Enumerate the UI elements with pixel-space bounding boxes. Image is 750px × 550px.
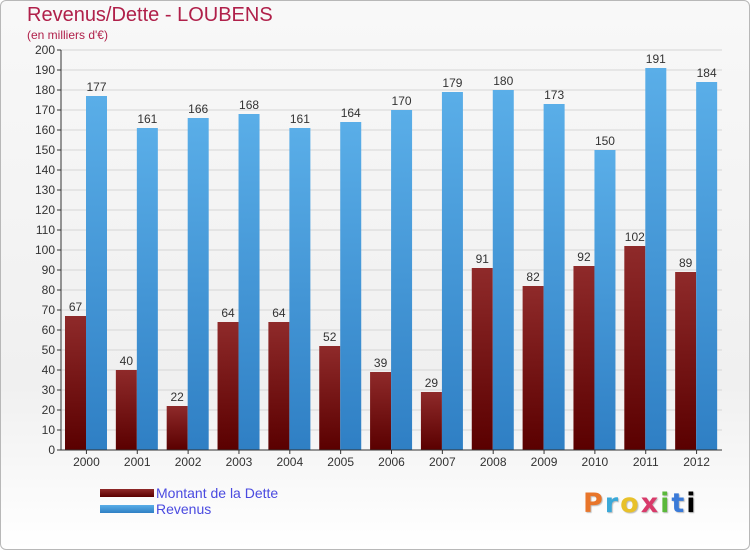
y-tick-label: 190 [35,63,55,77]
data-label-revenus: 191 [646,52,666,66]
y-tick-label: 150 [35,143,55,157]
legend-swatch-revenus [100,505,154,513]
bar-dette [573,266,595,450]
legend-label-revenus: Revenus [156,501,212,517]
bar-revenus [645,68,667,450]
data-label-revenus: 170 [392,94,412,108]
bar-dette [370,372,392,450]
x-tick-label: 2007 [429,455,456,469]
x-tick-label: 2011 [633,455,659,469]
data-label-dette: 29 [425,376,439,390]
y-tick-label: 130 [35,183,55,197]
data-label-dette: 67 [69,300,83,314]
data-label-dette: 22 [171,390,185,404]
x-tick-label: 2005 [327,455,354,469]
x-tick-label: 2003 [226,455,253,469]
x-tick-label: 2010 [582,455,609,469]
y-tick-label: 20 [42,403,56,417]
proxiti-logo: Proxiti [583,488,698,519]
legend-swatch-dette [100,489,154,497]
data-label-revenus: 161 [290,112,310,126]
y-tick-label: 160 [35,123,55,137]
y-tick-label: 60 [42,323,56,337]
y-tick-label: 110 [36,223,55,237]
x-tick-label: 2004 [276,455,303,469]
data-label-revenus: 161 [137,112,157,126]
x-tick-label: 2002 [175,455,202,469]
bar-revenus [340,122,362,450]
y-tick-label: 170 [35,103,55,117]
x-tick-label: 2000 [73,455,100,469]
x-tick-label: 2006 [378,455,405,469]
data-label-revenus: 150 [595,134,615,148]
y-tick-label: 180 [35,83,55,97]
y-axis-ticks: 0 10 20 30 40 50 60 70 80 90 100 110 120 130 140 150 160… [35,43,61,457]
x-tick-label: 2012 [683,455,710,469]
data-label-dette: 82 [526,270,540,284]
data-label-revenus: 173 [544,88,564,102]
bar-dette [65,316,86,450]
data-label-revenus: 180 [493,74,513,88]
y-tick-label: 40 [42,363,56,377]
data-label-revenus: 168 [239,98,259,112]
data-label-dette: 91 [476,252,490,266]
chart-subtitle: (en milliers d'€) [27,28,108,42]
data-label-dette: 39 [374,356,388,370]
legend-label-dette: Montant de la Dette [156,485,279,501]
data-label-revenus: 184 [697,66,717,80]
y-tick-label: 70 [42,303,56,317]
y-tick-label: 100 [35,243,55,257]
y-tick-label: 10 [42,423,56,437]
bar-revenus [543,104,565,450]
y-tick-label: 140 [35,163,55,177]
y-tick-label: 90 [42,263,56,277]
y-tick-label: 50 [42,343,56,357]
data-label-revenus: 177 [86,80,106,94]
data-label-revenus: 166 [188,102,208,116]
bar-dette [268,322,290,450]
bar-revenus [391,110,413,450]
y-tick-label: 80 [42,283,56,297]
bar-dette [319,346,341,450]
data-label-dette: 102 [625,230,645,244]
bars [65,68,718,450]
bar-revenus [594,150,616,450]
bar-dette [420,392,442,450]
data-label-dette: 92 [577,250,591,264]
data-label-dette: 52 [323,330,337,344]
y-tick-label: 0 [48,443,55,457]
bar-revenus [289,128,311,450]
data-labels: 67 177 40 161 22 166 64 168 64 161 52 164 39 170 29 179… [69,52,717,404]
bar-revenus [86,96,107,450]
bar-revenus [187,118,209,450]
axes [60,50,722,451]
x-tick-label: 2008 [480,455,507,469]
data-label-revenus: 164 [341,106,361,120]
bar-dette [624,246,646,450]
bar-dette [115,370,137,450]
data-label-dette: 89 [679,256,693,270]
data-label-dette: 64 [221,306,235,320]
y-tick-label: 30 [42,383,56,397]
x-tick-label: 2001 [124,455,151,469]
bar-revenus [492,90,514,450]
bar-revenus [441,92,463,450]
bar-revenus [696,82,718,450]
bar-revenus [136,128,158,450]
bar-dette [522,286,544,450]
y-tick-label: 120 [35,203,55,217]
data-label-dette: 64 [272,306,286,320]
y-tick-label: 200 [35,43,55,57]
bar-dette [675,272,697,450]
bar-dette [471,268,493,450]
bar-dette [217,322,239,450]
data-label-dette: 40 [120,354,134,368]
x-axis-ticks: 2000 2001 2002 2003 2004 2005 2006 2007 2008 2009… [73,450,710,469]
data-label-revenus: 179 [442,76,462,90]
bar-revenus [238,114,260,450]
bar-dette [166,406,188,450]
chart-title: Revenus/Dette - LOUBENS [27,4,273,26]
x-tick-label: 2009 [531,455,558,469]
